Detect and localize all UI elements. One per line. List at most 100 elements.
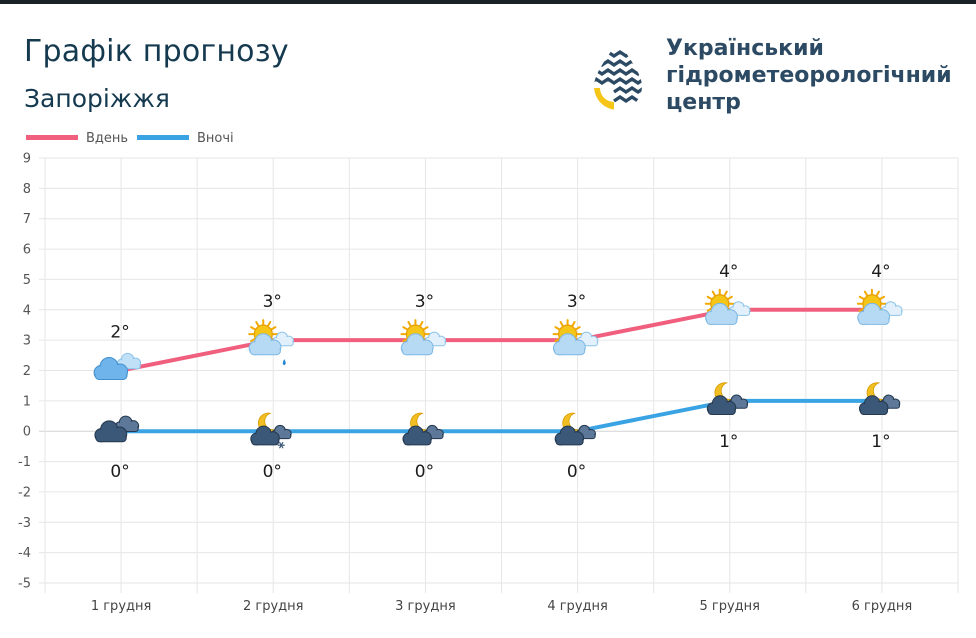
cloud-fill bbox=[429, 333, 439, 343]
sun-ray bbox=[250, 326, 257, 331]
night-cloudy-icon bbox=[554, 412, 596, 446]
cloud-fill bbox=[435, 430, 443, 438]
sun-ray bbox=[574, 326, 581, 331]
sun-ray bbox=[706, 295, 713, 301]
cloud-fill bbox=[713, 396, 727, 411]
legend-swatch bbox=[137, 135, 189, 140]
cloud-fill bbox=[277, 333, 287, 343]
x-tick-label: 2 грудня bbox=[243, 599, 304, 614]
partly-cloudy-rain-icon bbox=[248, 319, 294, 366]
sun-ray bbox=[723, 290, 728, 297]
cloud-fill bbox=[113, 428, 126, 441]
day-temperature-label: 3° bbox=[263, 292, 282, 312]
cloud-fill bbox=[891, 399, 899, 407]
cloud-fill bbox=[724, 402, 735, 414]
sun-ray bbox=[875, 290, 880, 297]
y-tick-label: 0 bbox=[23, 425, 31, 440]
series-line-night bbox=[121, 398, 882, 434]
cloud-fill bbox=[419, 432, 431, 444]
x-tick-label: 6 грудня bbox=[852, 599, 913, 614]
y-tick-label: -4 bbox=[18, 546, 31, 561]
cloud-front bbox=[402, 425, 432, 446]
legend: Вдень Вночі bbox=[26, 131, 234, 146]
cloud-fill bbox=[581, 333, 591, 343]
x-tick-label: 5 грудня bbox=[700, 599, 761, 614]
sun-ray bbox=[706, 307, 713, 312]
y-axis: 9 8 7 6 5 4 3 2 1 0 -1 -2 -3 -4 -5 bbox=[18, 152, 31, 592]
organization-name: Український гідрометеорологічний центр bbox=[666, 35, 966, 116]
sun-ray bbox=[571, 321, 576, 328]
cloud-front bbox=[705, 302, 738, 325]
night-temperature-label: 0° bbox=[110, 462, 129, 482]
legend-swatch bbox=[26, 135, 78, 140]
y-tick-label: 3 bbox=[23, 334, 31, 349]
sun-ray bbox=[250, 337, 257, 343]
day-temperature-label: 4° bbox=[719, 262, 738, 282]
sun-ray bbox=[402, 326, 409, 331]
legend-item[interactable]: Вдень bbox=[26, 131, 128, 146]
night-temperature-label: 0° bbox=[263, 462, 282, 482]
y-tick-label: 8 bbox=[23, 182, 31, 197]
partly-cloudy-sun-icon bbox=[856, 288, 903, 325]
cloud-fill bbox=[876, 310, 889, 323]
x-axis: 1 грудня 2 грудня 3 грудня 4 грудня 5 грудня… bbox=[91, 599, 912, 614]
cloud-fill bbox=[865, 396, 879, 411]
y-tick-label: -3 bbox=[18, 516, 31, 531]
sun-ray bbox=[559, 321, 565, 328]
y-tick-label: 4 bbox=[23, 303, 31, 318]
cloud-fill bbox=[407, 334, 424, 350]
legend-item[interactable]: Вночі bbox=[137, 131, 234, 146]
cloud-fill bbox=[733, 302, 744, 312]
sun-ray bbox=[266, 321, 272, 328]
cloud-fill bbox=[267, 432, 279, 444]
cloud-fill bbox=[732, 396, 741, 405]
cloud-fill bbox=[886, 302, 896, 312]
cloud-fill bbox=[579, 426, 589, 436]
sun-ray bbox=[270, 326, 277, 331]
y-tick-label: 5 bbox=[23, 273, 31, 288]
cloud-fill bbox=[113, 365, 127, 378]
cloud-fill bbox=[739, 399, 747, 407]
series-line-day bbox=[120, 307, 882, 373]
cloud-fill bbox=[589, 337, 597, 345]
day-temperature-label: 4° bbox=[871, 262, 890, 282]
partly-cloudy-sun-icon bbox=[704, 288, 751, 325]
sun-ray bbox=[255, 321, 260, 328]
day-temperature-label: 3° bbox=[415, 292, 434, 312]
x-tick-label: 3 грудня bbox=[395, 599, 456, 614]
sun-ray bbox=[863, 290, 869, 297]
cloud-front bbox=[248, 333, 282, 356]
sun-ray bbox=[858, 295, 866, 301]
cloud-fill bbox=[724, 310, 737, 323]
cloud-fill bbox=[275, 426, 285, 436]
cloud-fill bbox=[427, 426, 437, 436]
sun-ray bbox=[726, 295, 733, 301]
cloud-front bbox=[857, 302, 891, 325]
cloud-fill bbox=[419, 340, 433, 354]
night-temperature-label: 0° bbox=[415, 462, 434, 482]
overcast-night-icon bbox=[94, 415, 140, 443]
sun-ray bbox=[711, 290, 717, 297]
cloudy-icon bbox=[93, 352, 142, 380]
partly-cloudy-sun-icon bbox=[552, 319, 599, 356]
chart-title: Графік прогнозу bbox=[24, 34, 289, 69]
night-cloudy-snow-icon bbox=[250, 412, 292, 449]
cloud-fill bbox=[120, 417, 131, 428]
cloud-fill bbox=[131, 358, 140, 368]
cloud-fill bbox=[741, 306, 749, 315]
sun-ray bbox=[858, 307, 866, 312]
y-tick-label: -5 bbox=[18, 577, 31, 592]
cloud-fill bbox=[409, 427, 423, 441]
cloud-front bbox=[552, 333, 586, 356]
night-cloudy-icon bbox=[858, 382, 901, 416]
sun-ray bbox=[407, 321, 412, 328]
cloud-fill bbox=[122, 354, 133, 366]
org-name-line1: Український bbox=[666, 36, 824, 61]
x-tick-label: 4 грудня bbox=[547, 599, 608, 614]
raindrop-icon bbox=[282, 359, 286, 366]
legend-label: Вночі bbox=[197, 131, 234, 146]
sun-ray bbox=[422, 326, 429, 331]
cloud-front bbox=[706, 395, 737, 416]
snowflake-icon bbox=[278, 441, 284, 449]
sun-ray bbox=[554, 326, 561, 331]
